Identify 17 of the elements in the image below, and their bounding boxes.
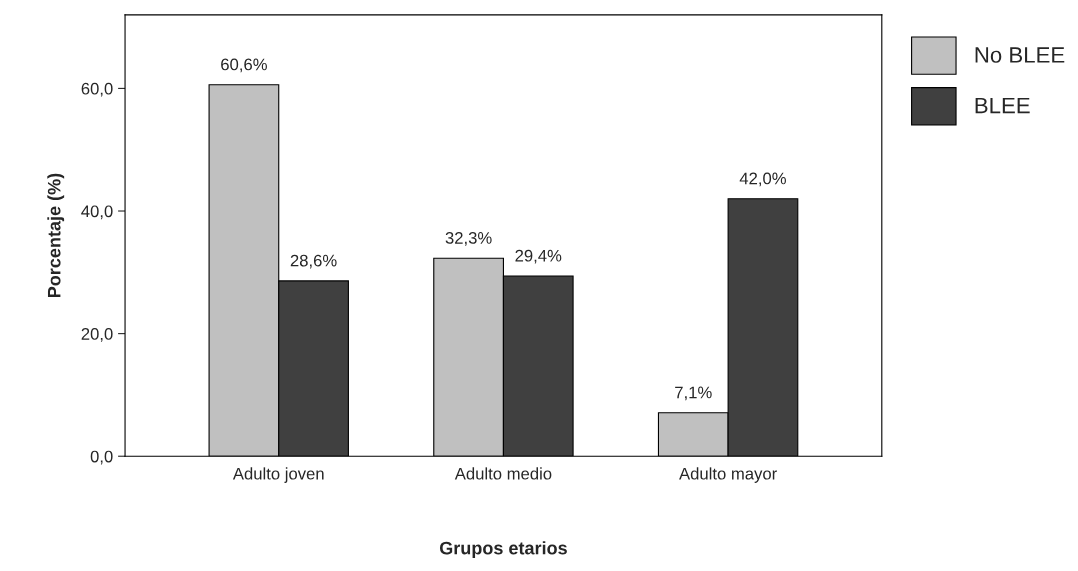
y-tick-label: 40,0 [81, 205, 113, 220]
x-tick-label: Adulto joven [232, 467, 324, 483]
data-label: 7,1% [675, 386, 712, 401]
y-tick-label: 60,0 [81, 82, 113, 97]
x-axis-title: Grupos etarios [439, 541, 567, 559]
legend-label: No BLEE [975, 47, 1065, 63]
y-axis-title: Porcentaje (%) [47, 173, 65, 298]
data-label: 32,3% [445, 232, 492, 246]
y-tick-label: 0,0 [90, 450, 113, 465]
x-tick-label: Adulto medio [454, 467, 552, 480]
data-label: 29,4% [515, 249, 562, 264]
y-tick-label: 20,0 [81, 328, 113, 342]
data-label: 42,0% [739, 172, 786, 187]
legend-label: BLEE [975, 97, 1030, 114]
x-tick-label: Adulto mayor [679, 467, 777, 483]
data-label: 60,6% [221, 58, 267, 73]
data-label: 28,6% [290, 254, 337, 269]
